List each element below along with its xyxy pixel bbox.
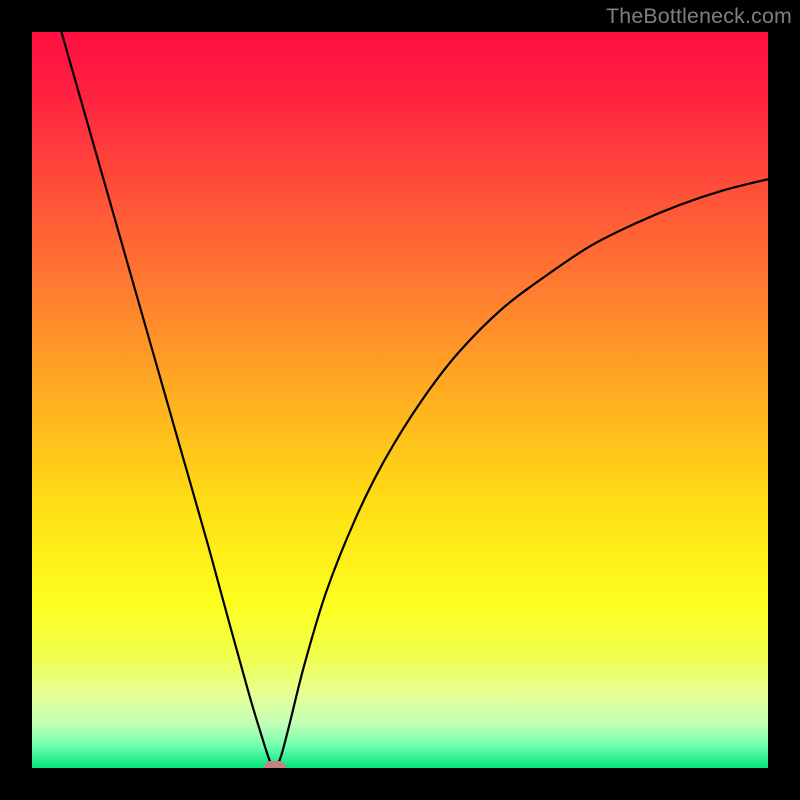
bottleneck-curve xyxy=(32,32,768,768)
plot-area xyxy=(32,32,768,768)
minimum-marker xyxy=(264,761,286,768)
chart-frame: TheBottleneck.com xyxy=(0,0,800,800)
watermark-text: TheBottleneck.com xyxy=(606,4,792,29)
